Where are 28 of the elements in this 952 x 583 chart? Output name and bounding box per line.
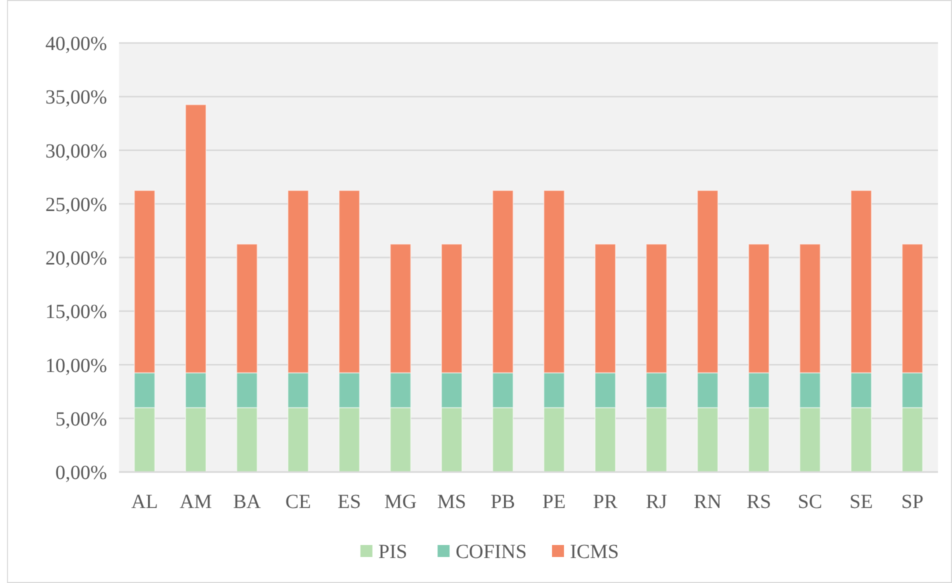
y-tick-label: 35,00% xyxy=(45,86,107,109)
y-tick-label: 10,00% xyxy=(45,354,107,377)
legend-label: PIS xyxy=(378,541,408,563)
x-tick-label: BA xyxy=(233,491,262,513)
y-tick-label: 0,00% xyxy=(55,462,107,484)
x-tick-label: CE xyxy=(285,491,311,513)
x-tick-label: RS xyxy=(746,491,772,513)
y-tick-label: 40,00% xyxy=(45,33,107,55)
x-tick-label: SE xyxy=(850,491,873,513)
x-tick-label: SC xyxy=(798,491,822,513)
x-tick-label: MG xyxy=(384,491,417,513)
x-tick-label: AM xyxy=(180,491,212,513)
y-tick-label: 25,00% xyxy=(45,194,107,216)
legend-label: COFINS xyxy=(456,541,527,563)
x-tick-label: MS xyxy=(437,491,466,513)
y-tick-label: 30,00% xyxy=(45,140,107,162)
x-tick-label: ES xyxy=(338,491,362,513)
x-tick-label: SP xyxy=(901,491,924,513)
y-tick-label: 15,00% xyxy=(45,301,107,324)
x-tick-label: RJ xyxy=(646,491,668,513)
x-tick-label: AL xyxy=(131,491,158,513)
y-tick-label: 5,00% xyxy=(55,408,107,430)
x-tick-label: RN xyxy=(694,491,722,513)
x-tick-label: PR xyxy=(593,491,618,513)
legend-label: ICMS xyxy=(570,541,619,563)
y-tick-label: 20,00% xyxy=(45,248,107,270)
x-tick-label: PB xyxy=(490,491,516,513)
x-tick-label: PE xyxy=(542,491,566,513)
